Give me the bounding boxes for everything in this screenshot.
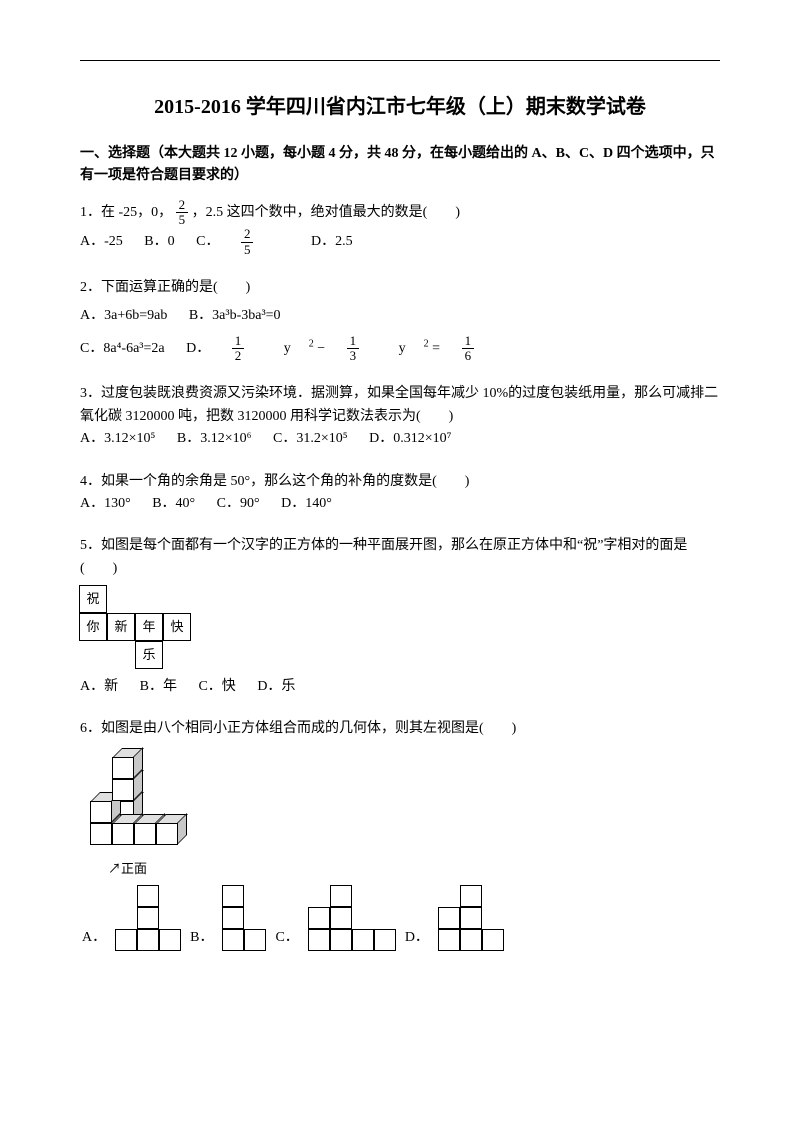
net-cell-1: 你 bbox=[79, 613, 107, 641]
q4-options: A．130° B．40° C．90° D．140° bbox=[80, 493, 720, 515]
q3-stem: 3．过度包装既浪费资源又污染环境．据测算，如果全国每年减少 10%的过度包装纸用… bbox=[80, 383, 720, 428]
section-1-heading: 一、选择题（本大题共 12 小题，每小题 4 分，共 48 分，在每小题给出的 … bbox=[80, 143, 720, 188]
q4-opt-c: C．90° bbox=[217, 496, 260, 511]
question-2: 2．下面运算正确的是( ) A．3a+6b=9ab B．3a³b-3ba³=0 … bbox=[80, 277, 720, 363]
q1-stem: 1．在 -25，0， 2 5 ，2.5 这四个数中，绝对值最大的数是( ) bbox=[80, 198, 720, 228]
question-6: 6．如图是由八个相同小正方体组合而成的几何体，则其左视图是( ) ↗正面 A． … bbox=[80, 718, 720, 951]
q1-options: A．-25 B．0 C． 2 5 D．2.5 bbox=[80, 227, 720, 257]
q2-opt-d: D． 12 y2 − 13 y2 = 16 bbox=[186, 341, 510, 356]
net-cell-3: 年 bbox=[135, 613, 163, 641]
net-cell-5: 乐 bbox=[135, 641, 163, 669]
question-3: 3．过度包装既浪费资源又污染环境．据测算，如果全国每年减少 10%的过度包装纸用… bbox=[80, 383, 720, 450]
q2-opt-b: B．3a³b-3ba³=0 bbox=[189, 308, 281, 323]
q3-opt-b: B．3.12×10⁶ bbox=[177, 431, 252, 446]
q6-options: A． B． C． D． bbox=[80, 886, 720, 952]
q6-opt-c: C． bbox=[273, 886, 396, 952]
net-cell-2: 新 bbox=[107, 613, 135, 641]
net-cell-0: 祝 bbox=[79, 585, 107, 613]
q3-opt-a: A．3.12×10⁵ bbox=[80, 431, 155, 446]
q1-opt-c: C． 2 5 bbox=[196, 234, 293, 249]
q6-stem: 6．如图是由八个相同小正方体组合而成的几何体，则其左视图是( ) bbox=[80, 718, 720, 740]
front-arrow-label: ↗正面 bbox=[108, 859, 720, 880]
q4-opt-b: B．40° bbox=[152, 496, 195, 511]
q6-opt-d: D． bbox=[403, 886, 505, 952]
q3-opt-d: D．0.312×10⁷ bbox=[369, 431, 451, 446]
q3-options: A．3.12×10⁵ B．3.12×10⁶ C．31.2×10⁵ D．0.312… bbox=[80, 428, 720, 450]
q6-opt-b: B． bbox=[188, 886, 267, 952]
q4-stem: 4．如果一个角的余角是 50°，那么这个角的补角的度数是( ) bbox=[80, 471, 720, 493]
q5-opt-c: C．快 bbox=[198, 679, 235, 694]
question-1: 1．在 -25，0， 2 5 ，2.5 这四个数中，绝对值最大的数是( ) A．… bbox=[80, 198, 720, 257]
q1-post: ，2.5 这四个数中，绝对值最大的数是( ) bbox=[192, 205, 460, 220]
q1-c-fraction: 2 5 bbox=[241, 227, 272, 257]
cube-net: 祝 你 新 年 快 乐 bbox=[80, 586, 720, 670]
q5-opt-d: D．乐 bbox=[257, 679, 295, 694]
q1-opt-d: D．2.5 bbox=[311, 234, 353, 249]
q2-options-row1: A．3a+6b=9ab B．3a³b-3ba³=0 bbox=[80, 305, 720, 327]
top-rule bbox=[80, 60, 720, 61]
q3-opt-c: C．31.2×10⁵ bbox=[273, 431, 348, 446]
net-cell-4: 快 bbox=[163, 613, 191, 641]
question-5: 5．如图是每个面都有一个汉字的正方体的一种平面展开图，那么在原正方体中和“祝”字… bbox=[80, 535, 720, 698]
q1-fraction: 2 5 bbox=[176, 198, 189, 228]
question-4: 4．如果一个角的余角是 50°，那么这个角的补角的度数是( ) A．130° B… bbox=[80, 471, 720, 516]
solid-figure bbox=[80, 747, 210, 857]
page-title: 2015-2016 学年四川省内江市七年级（上）期末数学试卷 bbox=[80, 91, 720, 123]
q5-opt-b: B．年 bbox=[140, 679, 177, 694]
q2-d-f2: 13 bbox=[347, 334, 378, 364]
q1-opt-b: B．0 bbox=[144, 234, 174, 249]
q5-options: A．新 B．年 C．快 D．乐 bbox=[80, 676, 720, 698]
q2-d-f1: 12 bbox=[232, 334, 263, 364]
q2-options-row2: C．8a⁴-6a³=2a D． 12 y2 − 13 y2 = 16 bbox=[80, 334, 720, 364]
q2-opt-c: C．8a⁴-6a³=2a bbox=[80, 341, 165, 356]
q1-pre: 1．在 -25，0， bbox=[80, 205, 172, 220]
q6-opt-a: A． bbox=[80, 886, 182, 952]
q4-opt-a: A．130° bbox=[80, 496, 131, 511]
q5-stem: 5．如图是每个面都有一个汉字的正方体的一种平面展开图，那么在原正方体中和“祝”字… bbox=[80, 535, 720, 580]
q5-opt-a: A．新 bbox=[80, 679, 118, 694]
q1-opt-a: A．-25 bbox=[80, 234, 123, 249]
q2-stem: 2．下面运算正确的是( ) bbox=[80, 277, 720, 299]
q2-d-f3: 16 bbox=[462, 334, 493, 364]
q2-opt-a: A．3a+6b=9ab bbox=[80, 308, 167, 323]
q4-opt-d: D．140° bbox=[281, 496, 332, 511]
